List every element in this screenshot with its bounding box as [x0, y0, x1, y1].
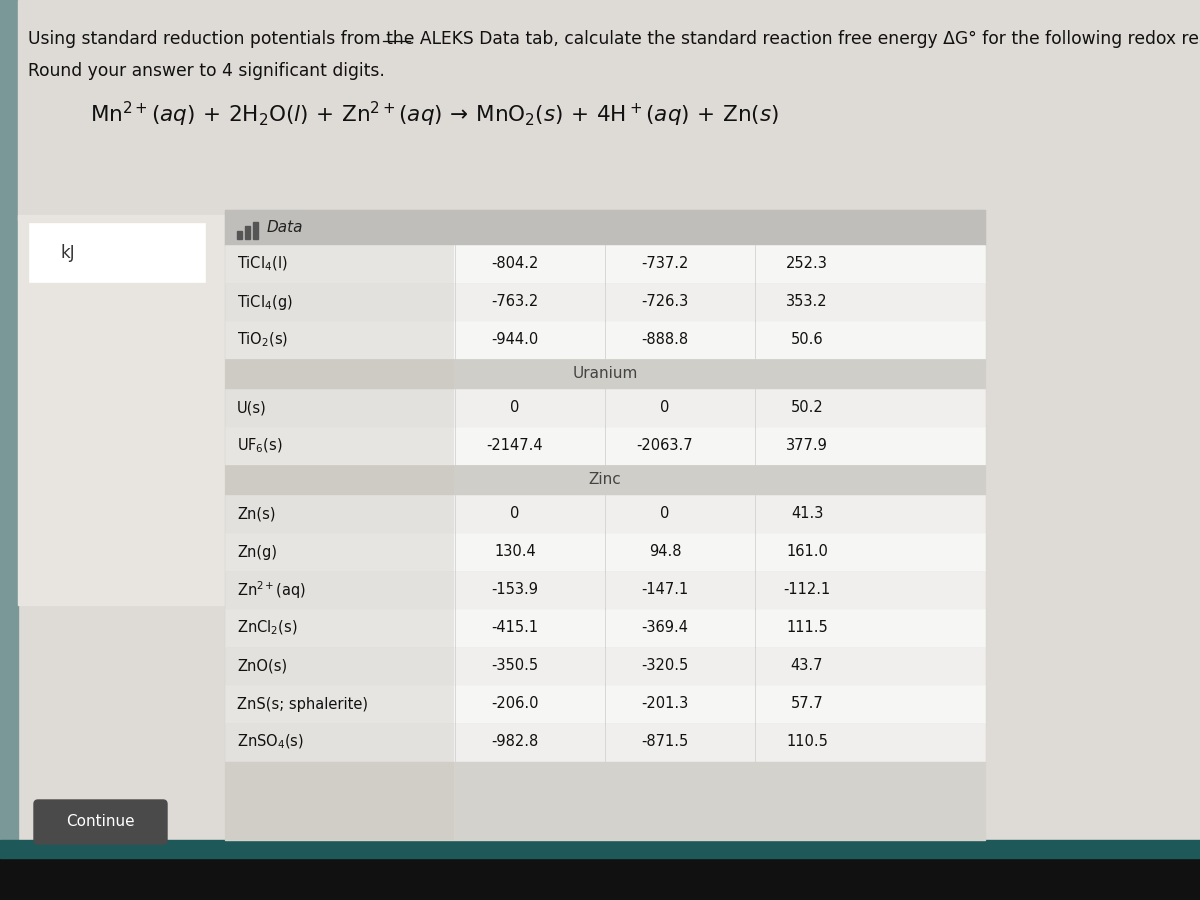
- Bar: [226, 685, 985, 723]
- Text: Zn$^{2+}$(aq): Zn$^{2+}$(aq): [238, 580, 306, 601]
- Bar: [0, 840, 1200, 858]
- Text: Zn(g): Zn(g): [238, 544, 277, 560]
- Bar: [238, 231, 242, 239]
- Bar: [226, 245, 985, 283]
- Bar: [38, 246, 53, 261]
- Text: 130.4: 130.4: [494, 544, 536, 560]
- Bar: [226, 210, 985, 245]
- Bar: [245, 226, 250, 239]
- Bar: [226, 495, 985, 533]
- Text: -350.5: -350.5: [492, 659, 539, 673]
- FancyBboxPatch shape: [34, 800, 167, 844]
- Bar: [226, 723, 985, 761]
- Text: -2147.4: -2147.4: [487, 438, 544, 454]
- Text: -147.1: -147.1: [641, 582, 689, 598]
- Text: 41.3: 41.3: [791, 507, 823, 521]
- Text: 0: 0: [660, 400, 670, 416]
- Bar: [226, 283, 985, 321]
- Bar: [226, 427, 985, 465]
- Text: 50.6: 50.6: [791, 332, 823, 347]
- Text: -369.4: -369.4: [642, 620, 689, 635]
- Bar: [253, 222, 258, 239]
- Bar: [18, 215, 226, 605]
- Text: 0: 0: [660, 507, 670, 521]
- Text: ZnCl$_2$(s): ZnCl$_2$(s): [238, 619, 298, 637]
- Text: -2063.7: -2063.7: [637, 438, 694, 454]
- Text: -763.2: -763.2: [491, 294, 539, 310]
- Bar: [18, 215, 226, 605]
- Text: -804.2: -804.2: [491, 256, 539, 272]
- Text: 111.5: 111.5: [786, 620, 828, 635]
- Text: 252.3: 252.3: [786, 256, 828, 272]
- Text: 50.2: 50.2: [791, 400, 823, 416]
- Text: -737.2: -737.2: [641, 256, 689, 272]
- Text: -982.8: -982.8: [491, 734, 539, 750]
- Text: 0: 0: [510, 507, 520, 521]
- Text: -944.0: -944.0: [491, 332, 539, 347]
- Text: 377.9: 377.9: [786, 438, 828, 454]
- Bar: [226, 465, 985, 495]
- Bar: [226, 609, 985, 647]
- Text: 353.2: 353.2: [786, 294, 828, 310]
- Text: Using standard reduction potentials from the ALEKS Data tab, calculate the stand: Using standard reduction potentials from…: [28, 30, 1200, 48]
- Text: 57.7: 57.7: [791, 697, 823, 712]
- Text: ZnO(s): ZnO(s): [238, 659, 287, 673]
- Text: U(s): U(s): [238, 400, 266, 416]
- Text: Zn(s): Zn(s): [238, 507, 276, 521]
- Text: -206.0: -206.0: [491, 697, 539, 712]
- Bar: [226, 321, 985, 359]
- Bar: [0, 858, 1200, 900]
- Text: -112.1: -112.1: [784, 582, 830, 598]
- Bar: [226, 210, 985, 840]
- Text: ZnS(s; sphalerite): ZnS(s; sphalerite): [238, 697, 368, 712]
- Bar: [226, 389, 985, 427]
- Bar: [226, 245, 454, 840]
- Text: -726.3: -726.3: [641, 294, 689, 310]
- Text: 43.7: 43.7: [791, 659, 823, 673]
- Text: ZnSO$_4$(s): ZnSO$_4$(s): [238, 733, 304, 751]
- Bar: [226, 533, 985, 571]
- Bar: [226, 571, 985, 609]
- Text: Mn$^{2+}$$(aq)$$\,+\,$2H$_2$O$(l)$$\,+\,$Zn$^{2+}$$(aq)$$\,\rightarrow\,$MnO$_2$: Mn$^{2+}$$(aq)$$\,+\,$2H$_2$O$(l)$$\,+\,…: [90, 100, 779, 130]
- Text: TiO$_2$(s): TiO$_2$(s): [238, 331, 288, 349]
- Bar: [226, 359, 985, 389]
- Text: -871.5: -871.5: [641, 734, 689, 750]
- Text: -153.9: -153.9: [492, 582, 539, 598]
- Text: Continue: Continue: [66, 814, 134, 830]
- Text: Uranium: Uranium: [572, 366, 637, 382]
- Text: -201.3: -201.3: [641, 697, 689, 712]
- Text: Data: Data: [266, 220, 304, 235]
- Bar: [30, 224, 205, 282]
- Text: TiCl$_4$(l): TiCl$_4$(l): [238, 255, 288, 274]
- Text: -415.1: -415.1: [492, 620, 539, 635]
- Bar: [18, 0, 1200, 220]
- Text: UF$_6$(s): UF$_6$(s): [238, 436, 282, 455]
- Bar: [0, 0, 18, 900]
- Text: 0: 0: [510, 400, 520, 416]
- Text: -888.8: -888.8: [642, 332, 689, 347]
- Text: -320.5: -320.5: [641, 659, 689, 673]
- Text: 110.5: 110.5: [786, 734, 828, 750]
- Text: kJ: kJ: [60, 244, 74, 262]
- Text: Zinc: Zinc: [589, 472, 622, 488]
- Bar: [226, 647, 985, 685]
- Text: 94.8: 94.8: [649, 544, 682, 560]
- Text: TiCl$_4$(g): TiCl$_4$(g): [238, 292, 293, 311]
- Text: Round your answer to 4 significant digits.: Round your answer to 4 significant digit…: [28, 62, 385, 80]
- Text: 161.0: 161.0: [786, 544, 828, 560]
